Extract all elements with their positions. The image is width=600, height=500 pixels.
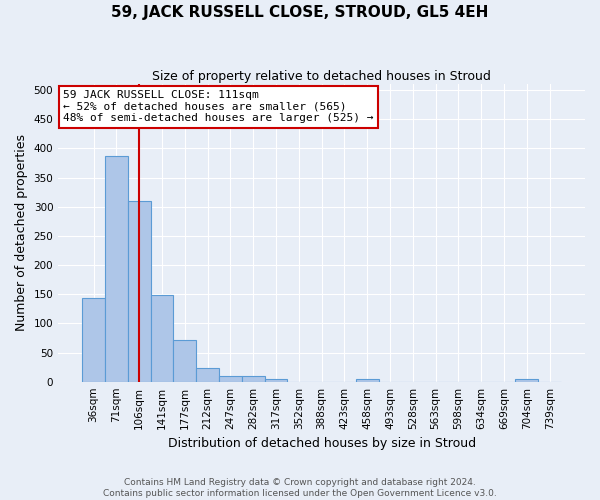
Bar [173, 340, 196, 382]
Title: Size of property relative to detached houses in Stroud: Size of property relative to detached ho… [152, 70, 491, 83]
X-axis label: Distribution of detached houses by size in Stroud: Distribution of detached houses by size … [167, 437, 476, 450]
Text: 59 JACK RUSSELL CLOSE: 111sqm
← 52% of detached houses are smaller (565)
48% of : 59 JACK RUSSELL CLOSE: 111sqm ← 52% of d… [64, 90, 374, 124]
Bar [515, 380, 538, 382]
Text: Contains HM Land Registry data © Crown copyright and database right 2024.
Contai: Contains HM Land Registry data © Crown c… [103, 478, 497, 498]
Y-axis label: Number of detached properties: Number of detached properties [15, 134, 28, 332]
Bar [242, 376, 265, 382]
Bar [128, 202, 151, 382]
Bar [196, 368, 219, 382]
Bar [219, 376, 242, 382]
Bar [82, 298, 105, 382]
Bar [105, 156, 128, 382]
Text: 59, JACK RUSSELL CLOSE, STROUD, GL5 4EH: 59, JACK RUSSELL CLOSE, STROUD, GL5 4EH [112, 5, 488, 20]
Bar [356, 380, 379, 382]
Bar [151, 296, 173, 382]
Bar [265, 380, 287, 382]
